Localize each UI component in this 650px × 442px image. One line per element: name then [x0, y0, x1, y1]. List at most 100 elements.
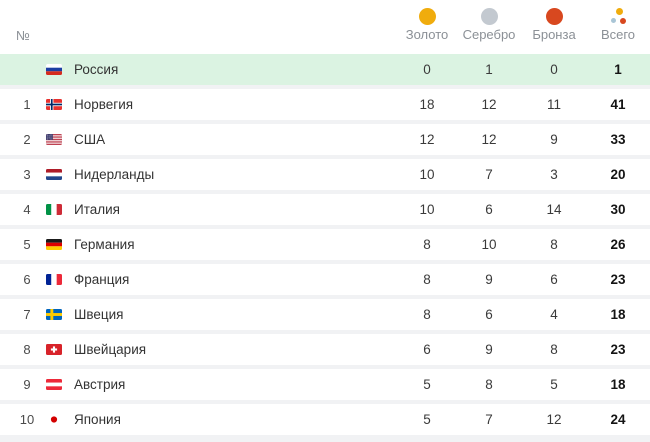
- silver-count: 6: [485, 307, 493, 322]
- bronze-count: 8: [550, 342, 558, 357]
- column-header-silver: Серебро: [458, 8, 520, 43]
- flag-icon-fr: [46, 274, 62, 285]
- flag-icon-at: [46, 379, 62, 390]
- bronze-count: 5: [550, 377, 558, 392]
- bronze-count: 0: [550, 62, 558, 77]
- table-row[interactable]: 10 Япония 5 7 12 24: [0, 404, 650, 435]
- silver-medal-icon: [480, 8, 498, 26]
- gold-count: 8: [423, 237, 431, 252]
- rank-cell: 4: [23, 202, 31, 217]
- column-header-label: Серебро: [462, 27, 516, 43]
- country-name: Германия: [74, 237, 135, 252]
- bronze-count: 3: [550, 167, 558, 182]
- silver-count: 10: [481, 237, 497, 252]
- rank-header-label: №: [16, 27, 30, 43]
- bronze-count: 9: [550, 132, 558, 147]
- gold-count: 5: [423, 412, 431, 427]
- rank-cell: 3: [23, 167, 31, 182]
- total-count: 20: [610, 167, 626, 182]
- column-header-label: Бронза: [532, 27, 576, 43]
- silver-count: 1: [485, 62, 493, 77]
- bronze-count: 14: [546, 202, 562, 217]
- rank-cell: 5: [23, 237, 31, 252]
- table-row-highlighted[interactable]: Россия 0 1 0 1: [0, 54, 650, 85]
- gold-count: 18: [419, 97, 435, 112]
- bronze-count: 12: [546, 412, 562, 427]
- gold-count: 8: [423, 272, 431, 287]
- rank-cell: 8: [23, 342, 31, 357]
- total-count: 23: [610, 342, 626, 357]
- table-row[interactable]: 1 Норвегия 18 12 11 41: [0, 89, 650, 120]
- flag-icon-nl: [46, 169, 62, 180]
- table-row[interactable]: 9 Австрия 5 8 5 18: [0, 369, 650, 400]
- rank-cell: 1: [23, 97, 31, 112]
- table-row[interactable]: 7 Швеция 8 6 4 18: [0, 299, 650, 330]
- total-count: 24: [610, 412, 626, 427]
- total-count: 18: [610, 377, 626, 392]
- gold-count: 6: [423, 342, 431, 357]
- country-name: Италия: [74, 202, 120, 217]
- flag-icon-no: [46, 99, 62, 110]
- column-header-gold: Золото: [396, 8, 458, 43]
- table-row[interactable]: 5 Германия 8 10 8 26: [0, 229, 650, 260]
- flag-icon-us: [46, 134, 62, 145]
- silver-count: 9: [485, 272, 493, 287]
- country-name: Япония: [74, 412, 121, 427]
- gold-count: 10: [419, 167, 435, 182]
- rank-cell: 10: [19, 412, 35, 427]
- total-count: 41: [610, 97, 626, 112]
- gold-count: 0: [423, 62, 431, 77]
- flag-icon-ru: [46, 64, 62, 75]
- country-name: Норвегия: [74, 97, 134, 112]
- total-medals-icon: [610, 8, 627, 25]
- rank-cell: 6: [23, 272, 31, 287]
- silver-count: 7: [485, 167, 493, 182]
- table-row[interactable]: 2 США 12 12 9 33: [0, 124, 650, 155]
- country-name: Швеция: [74, 307, 124, 322]
- country-name: Швейцария: [74, 342, 147, 357]
- rank-column-header: №: [16, 27, 396, 43]
- table-header: № Золото Серебро Бронза Всего: [0, 0, 650, 54]
- gold-count: 8: [423, 307, 431, 322]
- table-body: Россия 0 1 0 1 1 Норвегия 18 12 11 41 2 …: [0, 54, 650, 435]
- silver-count: 7: [485, 412, 493, 427]
- flag-icon-ch: [46, 344, 62, 355]
- bronze-count: 8: [550, 237, 558, 252]
- rank-cell: 9: [23, 377, 31, 392]
- country-name: Франция: [74, 272, 130, 287]
- bronze-medal-icon: [545, 8, 563, 26]
- table-row[interactable]: 4 Италия 10 6 14 30: [0, 194, 650, 225]
- total-count: 18: [610, 307, 626, 322]
- country-name: Австрия: [74, 377, 126, 392]
- gold-count: 10: [419, 202, 435, 217]
- column-header-label: Золото: [405, 27, 449, 43]
- total-count: 1: [614, 62, 622, 77]
- country-name: Нидерланды: [74, 167, 155, 182]
- silver-count: 8: [485, 377, 493, 392]
- bronze-count: 11: [546, 97, 561, 112]
- rank-cell: 2: [23, 132, 31, 147]
- column-header-total: Всего: [588, 8, 648, 43]
- flag-icon-it: [46, 204, 62, 215]
- silver-count: 9: [485, 342, 493, 357]
- gold-count: 5: [423, 377, 431, 392]
- flag-icon-jp: [46, 414, 62, 425]
- rank-cell: 7: [23, 307, 31, 322]
- bronze-count: 4: [550, 307, 558, 322]
- total-count: 33: [610, 132, 626, 147]
- flag-icon-se: [46, 309, 62, 320]
- total-count: 26: [610, 237, 626, 252]
- flag-icon-de: [46, 239, 62, 250]
- gold-medal-icon: [418, 8, 436, 26]
- silver-count: 12: [481, 97, 497, 112]
- total-count: 23: [610, 272, 626, 287]
- silver-count: 6: [485, 202, 493, 217]
- column-header-bronze: Бронза: [520, 8, 588, 43]
- table-row[interactable]: 8 Швейцария 6 9 8 23: [0, 334, 650, 365]
- table-row[interactable]: 6 Франция 8 9 6 23: [0, 264, 650, 295]
- silver-count: 12: [481, 132, 497, 147]
- gold-count: 12: [419, 132, 435, 147]
- table-row[interactable]: 3 Нидерланды 10 7 3 20: [0, 159, 650, 190]
- bronze-count: 6: [550, 272, 558, 287]
